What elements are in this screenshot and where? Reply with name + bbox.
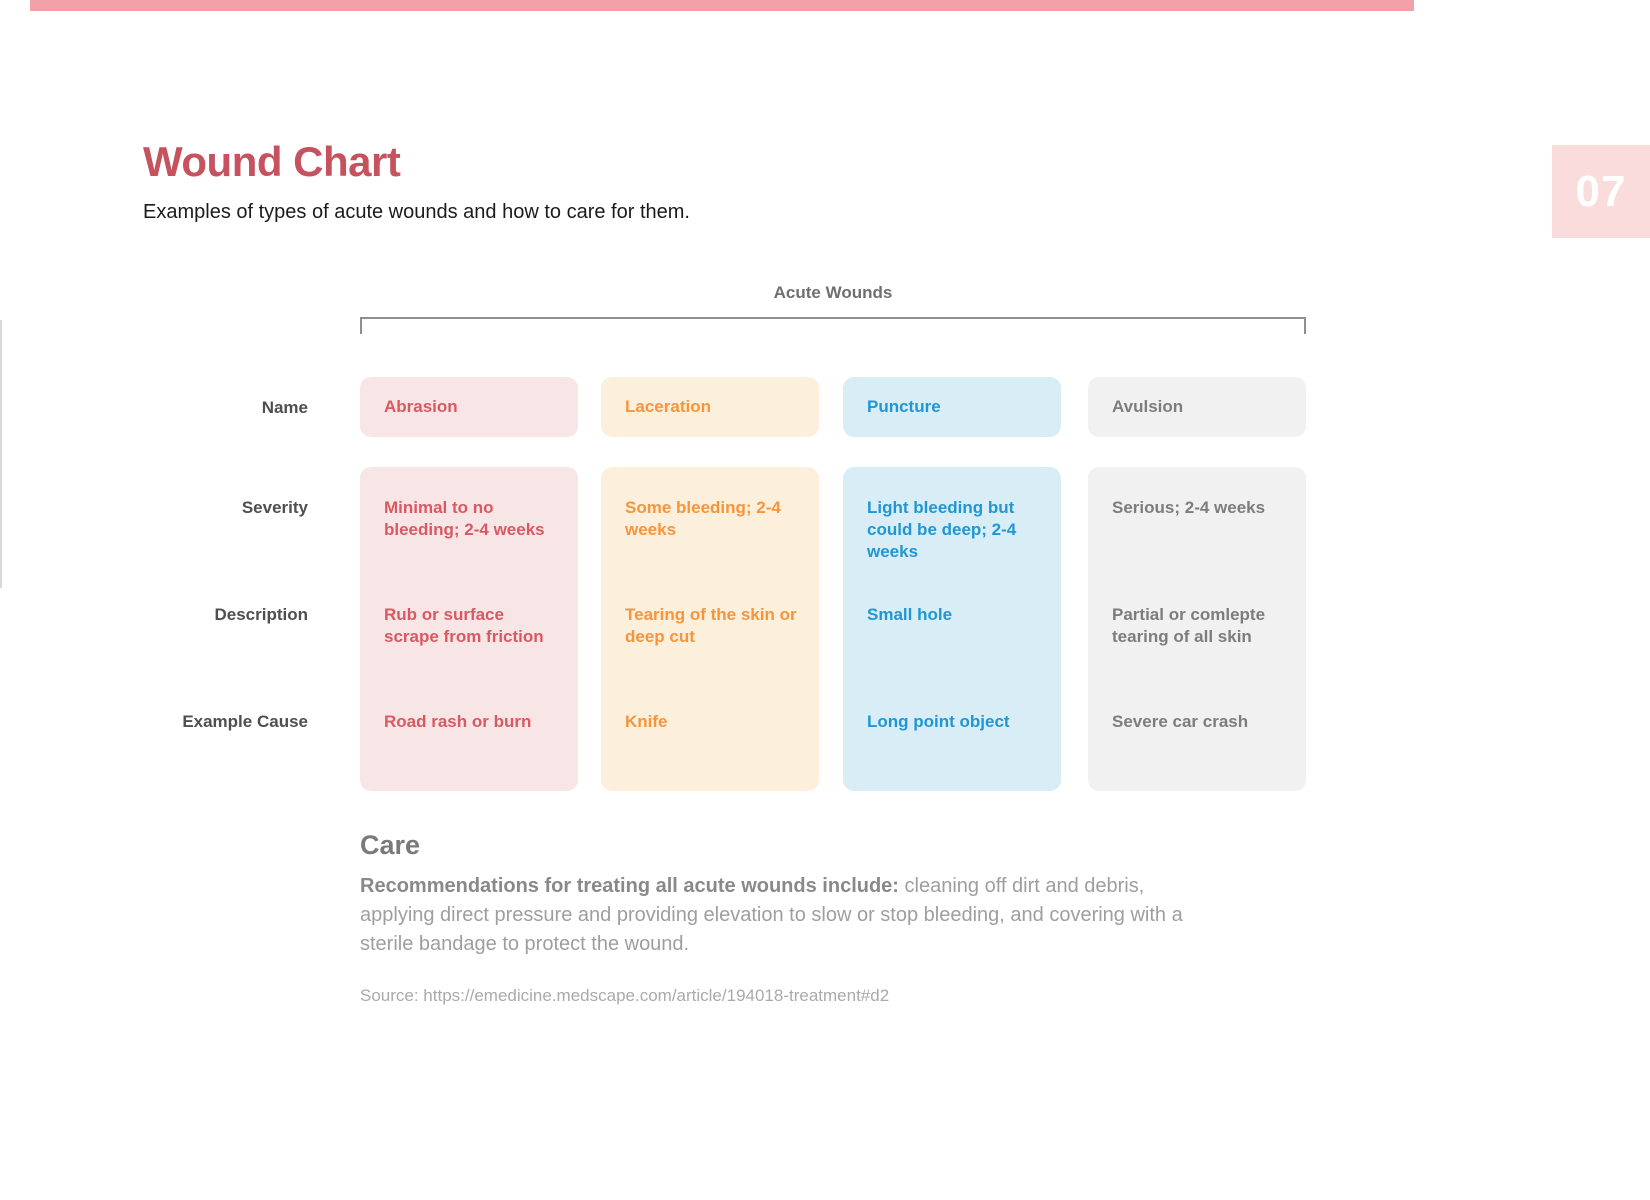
example-cause-value: Long point object (867, 712, 1010, 731)
care-lead-text: Recommendations for treating all acute w… (360, 875, 899, 897)
page-subtitle: Examples of types of acute wounds and ho… (143, 201, 690, 223)
top-accent-bar (30, 0, 1414, 11)
care-body-text: cleaning off dirt and debris, applying d… (360, 875, 1183, 955)
group-bracket (360, 317, 1306, 334)
column-name: Avulsion (1112, 397, 1184, 416)
severity-value: Light bleeding but could be deep; 2-4 we… (867, 498, 1017, 561)
severity-value: Some bleeding; 2-4 weeks (625, 498, 781, 539)
description-value: Rub or surface scrape from friction (384, 605, 544, 646)
severity-value: Minimal to no bleeding; 2-4 weeks (384, 498, 545, 539)
column-avulsion: Avulsion Serious; 2-4 weeks Partial or c… (1088, 0, 1306, 1200)
example-cause-value: Severe car crash (1112, 712, 1249, 731)
row-label-example-cause: Example Cause (182, 712, 308, 731)
description-value: Partial or comlepte tearing of all skin (1112, 605, 1266, 646)
column-name: Laceration (625, 397, 711, 416)
column-abrasion: Abrasion Minimal to no bleeding; 2-4 wee… (360, 0, 578, 1200)
care-paragraph: Recommendations for treating all acute w… (360, 872, 1212, 959)
column-header-cell: Avulsion (1088, 377, 1306, 437)
column-body-cell: Light bleeding but could be deep; 2-4 we… (843, 467, 1061, 791)
description-value: Small hole (867, 605, 953, 624)
example-cause-value: Road rash or burn (384, 712, 532, 731)
column-body-cell: Minimal to no bleeding; 2-4 weeks Rub or… (360, 467, 578, 791)
source-link[interactable]: Source: https://emedicine.medscape.com/a… (360, 986, 890, 1005)
column-laceration: Laceration Some bleeding; 2-4 weeks Tear… (601, 0, 819, 1200)
row-label-description: Description (214, 605, 308, 624)
description-value: Tearing of the skin or deep cut (625, 605, 797, 646)
page-number-badge: 07 (1552, 145, 1650, 238)
severity-value: Serious; 2-4 weeks (1112, 498, 1266, 517)
care-heading: Care (360, 830, 421, 860)
column-body-cell: Serious; 2-4 weeks Partial or comlepte t… (1088, 467, 1306, 791)
column-puncture: Puncture Light bleeding but could be dee… (843, 0, 1061, 1200)
column-name: Abrasion (384, 397, 458, 416)
table-group-label: Acute Wounds (773, 283, 893, 302)
column-header-cell: Abrasion (360, 377, 578, 437)
left-edge-divider (0, 320, 2, 588)
row-label-severity: Severity (241, 498, 308, 517)
column-header-cell: Puncture (843, 377, 1061, 437)
column-body-cell: Some bleeding; 2-4 weeks Tearing of the … (601, 467, 819, 791)
column-name: Puncture (867, 397, 941, 416)
row-label-name: Name (261, 398, 308, 417)
example-cause-value: Knife (625, 712, 668, 731)
column-header-cell: Laceration (601, 377, 819, 437)
page-title: Wound Chart (143, 138, 401, 185)
